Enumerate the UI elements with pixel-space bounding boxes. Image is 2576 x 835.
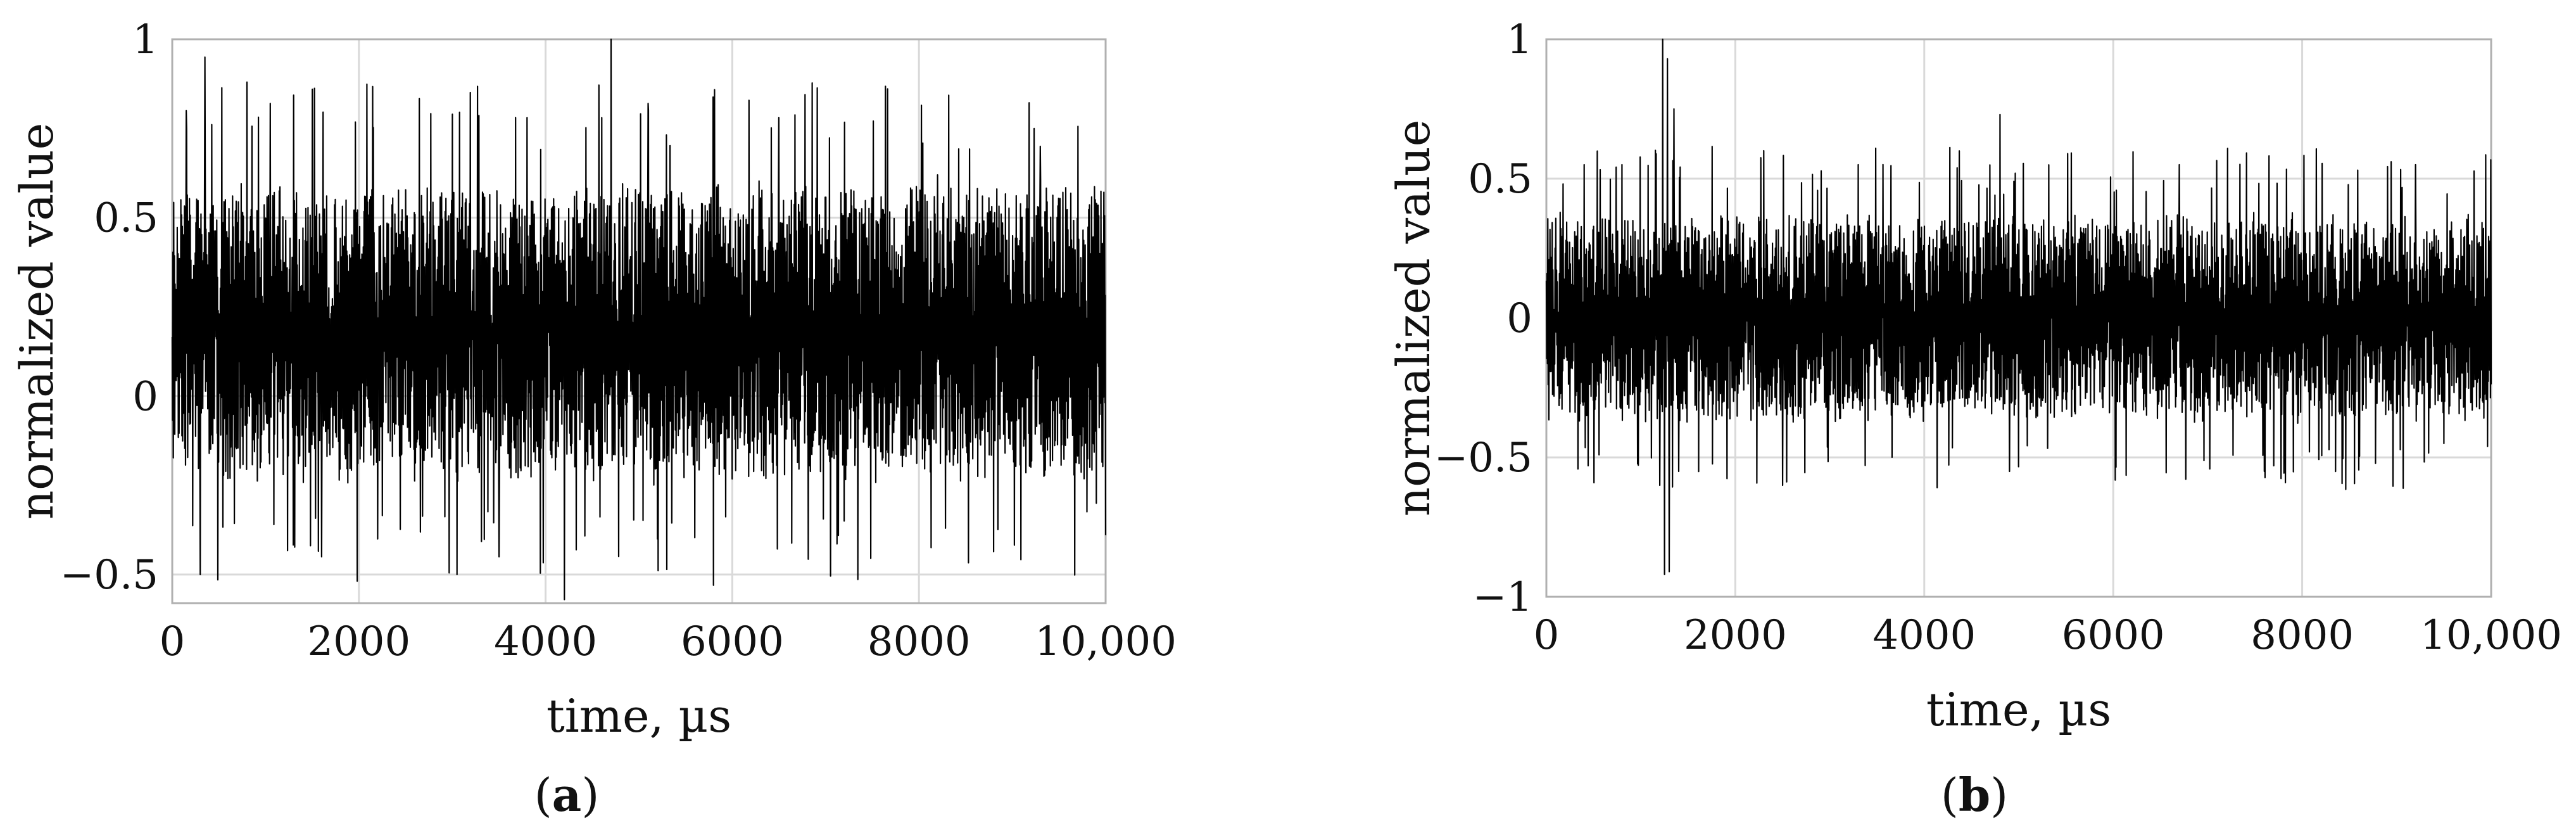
panel-label-open-b: ( [1941, 768, 1959, 822]
x-axis-title-a: time, µs [546, 689, 731, 743]
x-tick-label: 6000 [681, 618, 784, 665]
panel-label-letter-b: b [1959, 768, 1990, 822]
y-axis-title-b: normalized value [1387, 120, 1440, 517]
y-tick-label: 1 [1506, 16, 1532, 63]
panel-label-close-b: ) [1990, 768, 2008, 822]
panel-label-letter-a: a [552, 768, 582, 822]
chart-panel-a: −0.500.51 0 2000 4000 6000 8000 10,000 normal… [10, 16, 1177, 822]
x-tick-label: 8000 [2251, 612, 2354, 659]
x-tick-labels-b: 0 2000 4000 6000 8000 10,000 [1534, 612, 2562, 659]
y-tick-label: 0 [132, 373, 158, 420]
y-tick-label: 0.5 [94, 195, 158, 242]
x-tick-label: 4000 [494, 618, 597, 665]
x-tick-labels-a: 0 2000 4000 6000 8000 10,000 [160, 618, 1177, 665]
x-tick-label: 8000 [868, 618, 971, 665]
x-tick-label: 2000 [307, 618, 410, 665]
signal-line-b [1545, 38, 2492, 575]
signal-line-a [171, 38, 1107, 601]
x-axis-title-b: time, µs [1926, 683, 2111, 736]
panel-label-a: (a) [534, 768, 600, 822]
x-tick-label: 2000 [1684, 612, 1787, 659]
x-tick-label: 0 [160, 618, 186, 665]
y-tick-label: 1 [132, 16, 158, 63]
panel-label-open-a: ( [534, 768, 552, 822]
y-tick-labels-b: −1 −0.5 0 0.5 1 [1434, 16, 1532, 621]
chart-panel-b: −1 −0.5 0 0.5 1 0 2000 4000 6000 8000 10,000 norm… [1387, 16, 2562, 822]
y-tick-label: 0.5 [1468, 156, 1532, 203]
y-tick-label: −0.5 [60, 552, 158, 599]
x-tick-label: 4000 [1872, 612, 1976, 659]
x-tick-label: 0 [1534, 612, 1560, 659]
y-axis-title-a: normalized value [10, 123, 63, 520]
panel-label-close-a: ) [581, 768, 599, 822]
x-tick-label: 10,000 [1035, 618, 1177, 665]
y-tick-label: −0.5 [1434, 435, 1532, 481]
y-tick-label: 0 [1506, 295, 1532, 342]
panel-label-b: (b) [1941, 768, 2009, 822]
y-tick-labels-a: −0.5 0 0.5 1 [60, 16, 158, 599]
x-tick-label: 10,000 [2420, 612, 2562, 659]
y-tick-label: −1 [1473, 574, 1532, 621]
x-tick-label: 6000 [2062, 612, 2165, 659]
